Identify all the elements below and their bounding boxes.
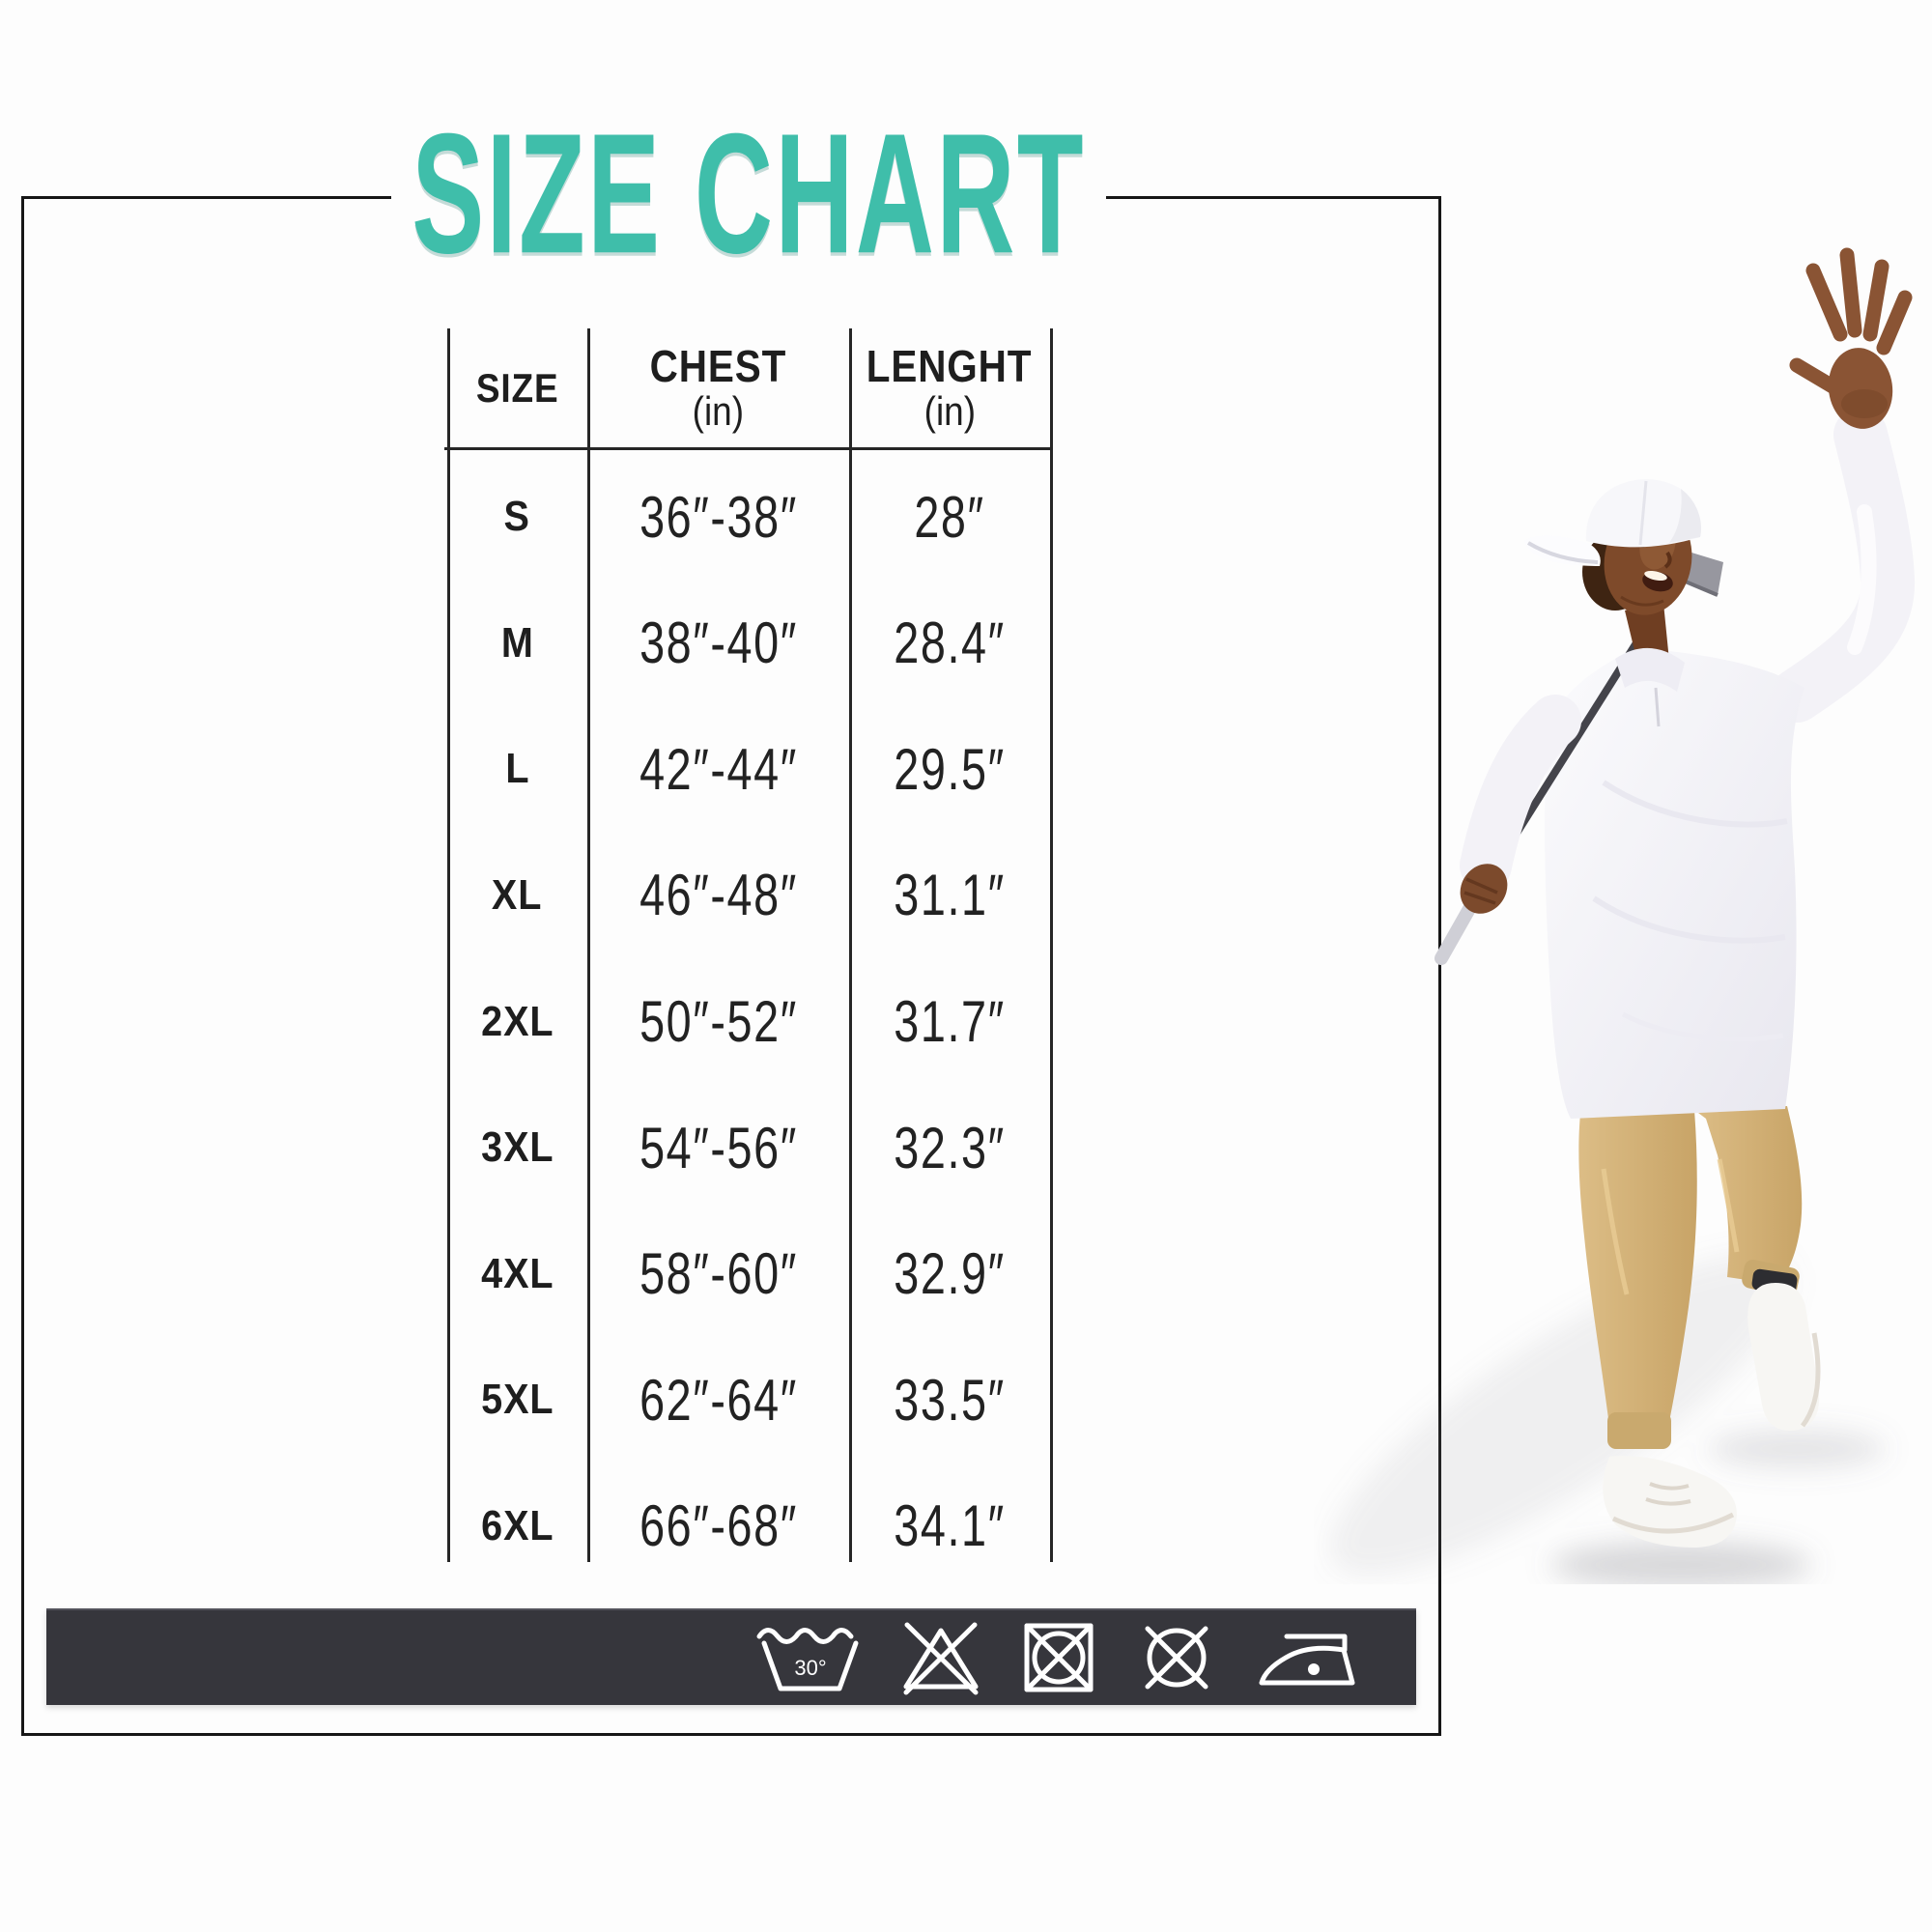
do-not-dry-clean-icon bbox=[1136, 1617, 1217, 1698]
length-cell-value: 34.1″ bbox=[894, 1493, 1006, 1559]
length-cell-value: 29.5″ bbox=[894, 736, 1006, 802]
svg-text:30°: 30° bbox=[794, 1656, 826, 1680]
care-instructions-bar: 30° bbox=[46, 1608, 1416, 1705]
waving-hand bbox=[1789, 247, 1913, 394]
size-cell-label: XL bbox=[492, 870, 543, 919]
wash-30-icon: 30° bbox=[755, 1617, 864, 1698]
size-cell: 3XL bbox=[447, 1123, 587, 1172]
length-cell: 31.1″ bbox=[849, 862, 1050, 928]
length-cell-value: 31.1″ bbox=[894, 863, 1006, 928]
table-row: M 38″-40″ 28.4″ bbox=[447, 581, 1050, 707]
length-cell-value: 28.4″ bbox=[894, 611, 1006, 676]
header-length-label: LENGHT bbox=[867, 340, 1033, 391]
chest-cell: 36″-38″ bbox=[587, 484, 849, 551]
chest-cell: 46″-48″ bbox=[587, 862, 849, 928]
iron-low-icon bbox=[1254, 1617, 1360, 1698]
header-chest: CHEST (in) bbox=[587, 328, 849, 447]
table-row: 5XL 62″-64″ 33.5″ bbox=[447, 1337, 1050, 1463]
length-cell: 29.5″ bbox=[849, 736, 1050, 803]
chest-cell-value: 62″-64″ bbox=[639, 1367, 798, 1433]
table-gridline bbox=[447, 328, 450, 1562]
header-chest-label: CHEST bbox=[649, 340, 787, 391]
page-title: SIZE CHART bbox=[391, 97, 1106, 289]
header-length: LENGHT (in) bbox=[849, 328, 1050, 447]
length-cell: 33.5″ bbox=[849, 1367, 1050, 1434]
chest-cell: 50″-52″ bbox=[587, 988, 849, 1055]
chest-cell: 58″-60″ bbox=[587, 1240, 849, 1307]
chest-cell-value: 54″-56″ bbox=[639, 1115, 798, 1180]
chest-cell: 62″-64″ bbox=[587, 1367, 849, 1434]
table-row: L 42″-44″ 29.5″ bbox=[447, 706, 1050, 833]
length-cell-value: 31.7″ bbox=[894, 989, 1006, 1055]
chest-cell-value: 58″-60″ bbox=[639, 1241, 798, 1307]
length-cell: 28.4″ bbox=[849, 610, 1050, 676]
table-row: 6XL 66″-68″ 34.1″ bbox=[447, 1463, 1050, 1590]
table-gridline bbox=[1050, 328, 1053, 1562]
table-row: S 36″-38″ 28″ bbox=[447, 454, 1050, 581]
size-cell-label: S bbox=[503, 493, 531, 541]
do-not-bleach-icon bbox=[900, 1617, 981, 1698]
chest-cell: 66″-68″ bbox=[587, 1492, 849, 1559]
length-cell: 31.7″ bbox=[849, 988, 1050, 1055]
size-cell: 6XL bbox=[447, 1502, 587, 1550]
size-cell-label: 4XL bbox=[480, 1249, 554, 1297]
size-cell-label: L bbox=[504, 745, 530, 793]
size-cell-label: 5XL bbox=[480, 1376, 554, 1424]
header-size-label: SIZE bbox=[475, 364, 559, 411]
table-gridline bbox=[587, 328, 590, 1562]
chest-cell: 42″-44″ bbox=[587, 736, 849, 803]
length-cell: 28″ bbox=[849, 484, 1050, 551]
header-length-unit: (in) bbox=[923, 387, 976, 434]
chest-cell-value: 38″-40″ bbox=[639, 611, 798, 676]
table-rows: S 36″-38″ 28″ M 38″-40″ 28.4″ L bbox=[447, 454, 1050, 1589]
page-title-text: SIZE CHART bbox=[412, 97, 1086, 289]
size-cell-label: 2XL bbox=[480, 997, 554, 1045]
length-cell-value: 28″ bbox=[914, 484, 985, 550]
length-cell-value: 32.3″ bbox=[894, 1115, 1006, 1180]
header-size: SIZE bbox=[447, 328, 587, 447]
golfer-illustration bbox=[1329, 247, 1916, 1584]
table-gridline bbox=[849, 328, 852, 1562]
size-cell-label: 6XL bbox=[480, 1501, 554, 1549]
size-cell: 2XL bbox=[447, 998, 587, 1046]
size-cell: S bbox=[447, 493, 587, 541]
chest-cell: 54″-56″ bbox=[587, 1115, 849, 1181]
length-cell-value: 33.5″ bbox=[894, 1367, 1006, 1433]
length-cell-value: 32.9″ bbox=[894, 1241, 1006, 1307]
chest-cell-value: 50″-52″ bbox=[639, 989, 798, 1055]
size-cell-label: 3XL bbox=[480, 1123, 554, 1172]
header-chest-unit: (in) bbox=[692, 387, 745, 434]
chest-cell-value: 46″-48″ bbox=[639, 863, 798, 928]
size-cell: M bbox=[447, 619, 587, 668]
size-cell: 4XL bbox=[447, 1250, 587, 1298]
length-cell: 32.9″ bbox=[849, 1240, 1050, 1307]
do-not-tumble-dry-icon bbox=[1018, 1617, 1099, 1698]
chest-cell-value: 36″-38″ bbox=[639, 484, 798, 550]
size-cell: XL bbox=[447, 871, 587, 920]
size-cell: L bbox=[447, 745, 587, 793]
table-row: XL 46″-48″ 31.1″ bbox=[447, 833, 1050, 959]
size-cell-label: M bbox=[500, 618, 534, 667]
chest-cell: 38″-40″ bbox=[587, 610, 849, 676]
table-row: 3XL 54″-56″ 32.3″ bbox=[447, 1085, 1050, 1211]
table-header-divider bbox=[444, 447, 1053, 450]
care-icons-row: 30° bbox=[755, 1610, 1360, 1705]
size-cell: 5XL bbox=[447, 1376, 587, 1424]
table-row: 2XL 50″-52″ 31.7″ bbox=[447, 958, 1050, 1085]
chest-cell-value: 66″-68″ bbox=[639, 1493, 798, 1559]
table-row: 4XL 58″-60″ 32.9″ bbox=[447, 1210, 1050, 1337]
chest-cell-value: 42″-44″ bbox=[639, 736, 798, 802]
length-cell: 32.3″ bbox=[849, 1115, 1050, 1181]
length-cell: 34.1″ bbox=[849, 1492, 1050, 1559]
